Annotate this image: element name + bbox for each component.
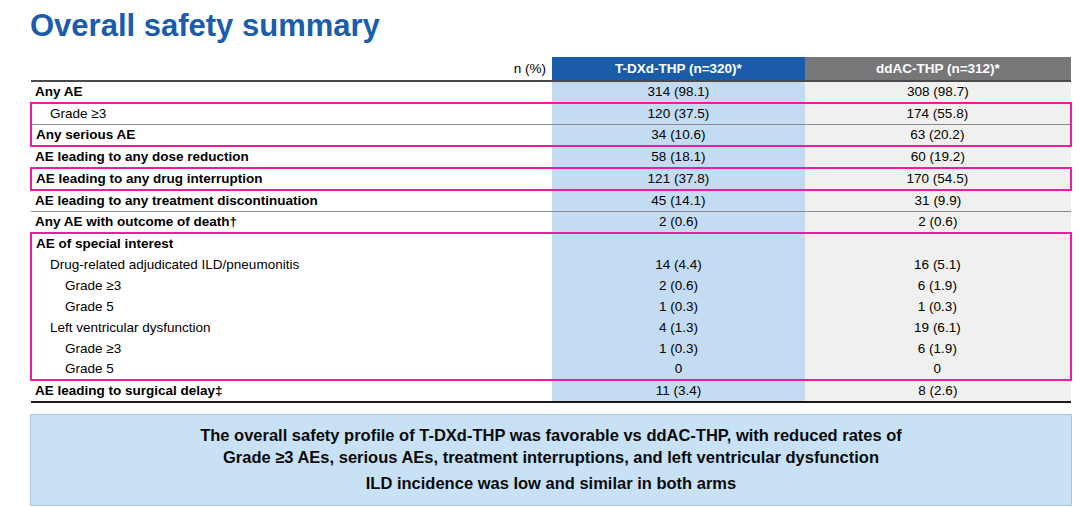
highlight-box: AE leading to any drug interruption121 (… <box>31 168 1071 190</box>
row-label: Any AE <box>31 81 552 103</box>
table-row: AE leading to any treatment discontinuat… <box>31 190 1071 212</box>
cell-ddac: 19 (6.1) <box>805 317 1071 338</box>
summary-line: ILD incidence was low and similar in bot… <box>41 472 1061 494</box>
table-row: AE leading to any dose reduction58 (18.1… <box>31 146 1071 168</box>
table-row: Left ventricular dysfunction4 (1.3)19 (6… <box>31 317 1071 338</box>
row-group: AE leading to surgical delay‡11 (3.4)8 (… <box>31 380 1071 402</box>
column-header-tdxd: T-DXd-THP (n=320)* <box>552 57 805 81</box>
summary-line: Grade ≥3 AEs, serious AEs, treatment int… <box>41 446 1061 468</box>
cell-tdxd: 34 (10.6) <box>552 125 805 147</box>
table-row: Grade ≥31 (0.3)6 (1.9) <box>31 338 1071 359</box>
cell-ddac: 16 (5.1) <box>805 254 1071 275</box>
cell-ddac: 170 (54.5) <box>805 168 1071 190</box>
cell-ddac: 308 (98.7) <box>805 81 1071 103</box>
table-row: AE leading to surgical delay‡11 (3.4)8 (… <box>31 380 1071 402</box>
cell-tdxd: 58 (18.1) <box>552 146 805 168</box>
cell-ddac: 174 (55.8) <box>805 103 1071 125</box>
cell-ddac: 2 (0.6) <box>805 212 1071 234</box>
page-title: Overall safety summary <box>30 8 1072 44</box>
cell-ddac: 63 (20.2) <box>805 125 1071 147</box>
table-row: AE leading to any drug interruption121 (… <box>31 168 1071 190</box>
row-label: AE leading to any dose reduction <box>31 146 552 168</box>
row-label: Any serious AE <box>31 125 552 147</box>
row-label: Grade ≥3 <box>31 275 552 296</box>
table-row: Drug-related adjudicated ILD/pneumonitis… <box>31 254 1071 275</box>
cell-ddac: 0 <box>805 359 1071 380</box>
cell-ddac <box>805 233 1071 254</box>
table-header-row: n (%) T-DXd-THP (n=320)* ddAC-THP (n=312… <box>31 57 1071 81</box>
row-group: AE leading to any treatment discontinuat… <box>31 190 1071 233</box>
cell-tdxd: 11 (3.4) <box>552 380 805 402</box>
row-label: Grade ≥3 <box>31 338 552 359</box>
row-label: Any AE with outcome of death† <box>31 212 552 234</box>
cell-ddac: 1 (0.3) <box>805 296 1071 317</box>
cell-ddac: 6 (1.9) <box>805 338 1071 359</box>
row-label: Grade ≥3 <box>31 103 552 125</box>
table-row: Grade 51 (0.3)1 (0.3) <box>31 296 1071 317</box>
cell-ddac: 60 (19.2) <box>805 146 1071 168</box>
row-label: AE leading to surgical delay‡ <box>31 380 552 402</box>
cell-tdxd: 121 (37.8) <box>552 168 805 190</box>
table-row: Any AE314 (98.1)308 (98.7) <box>31 81 1071 103</box>
row-label: AE of special interest <box>31 233 552 254</box>
highlight-box: Grade ≥3120 (37.5)174 (55.8)Any serious … <box>31 103 1071 146</box>
safety-table: n (%) T-DXd-THP (n=320)* ddAC-THP (n=312… <box>30 57 1072 403</box>
cell-tdxd: 314 (98.1) <box>552 81 805 103</box>
table-row: Any serious AE34 (10.6)63 (20.2) <box>31 125 1071 147</box>
row-group: Any AE314 (98.1)308 (98.7) <box>31 81 1071 103</box>
cell-tdxd: 0 <box>552 359 805 380</box>
row-label: AE leading to any treatment discontinuat… <box>31 190 552 212</box>
row-label: Grade 5 <box>31 296 552 317</box>
summary-box: The overall safety profile of T-DXd-THP … <box>30 414 1072 506</box>
cell-tdxd: 4 (1.3) <box>552 317 805 338</box>
cell-tdxd: 1 (0.3) <box>552 338 805 359</box>
highlight-box: AE of special interestDrug-related adjud… <box>31 233 1071 380</box>
column-header-ddac: ddAC-THP (n=312)* <box>805 57 1071 81</box>
cell-tdxd: 2 (0.6) <box>552 212 805 234</box>
cell-tdxd: 1 (0.3) <box>552 296 805 317</box>
row-label: AE leading to any drug interruption <box>31 168 552 190</box>
cell-tdxd: 14 (4.4) <box>552 254 805 275</box>
summary-line: The overall safety profile of T-DXd-THP … <box>41 424 1061 446</box>
table-row: Any AE with outcome of death†2 (0.6)2 (0… <box>31 212 1071 234</box>
row-label: Grade 5 <box>31 359 552 380</box>
row-label: Left ventricular dysfunction <box>31 317 552 338</box>
table-row: Grade 500 <box>31 359 1071 380</box>
cell-tdxd <box>552 233 805 254</box>
row-group: AE leading to any dose reduction58 (18.1… <box>31 146 1071 168</box>
cell-tdxd: 120 (37.5) <box>552 103 805 125</box>
cell-ddac: 8 (2.6) <box>805 380 1071 402</box>
row-label: Drug-related adjudicated ILD/pneumonitis <box>31 254 552 275</box>
cell-tdxd: 2 (0.6) <box>552 275 805 296</box>
slide: Overall safety summary n (%) T-DXd-THP (… <box>0 0 1080 506</box>
cell-tdxd: 45 (14.1) <box>552 190 805 212</box>
table-row: Grade ≥3120 (37.5)174 (55.8) <box>31 103 1071 125</box>
unit-label: n (%) <box>31 57 552 81</box>
cell-ddac: 6 (1.9) <box>805 275 1071 296</box>
table-row: AE of special interest <box>31 233 1071 254</box>
table-row: Grade ≥32 (0.6)6 (1.9) <box>31 275 1071 296</box>
cell-ddac: 31 (9.9) <box>805 190 1071 212</box>
